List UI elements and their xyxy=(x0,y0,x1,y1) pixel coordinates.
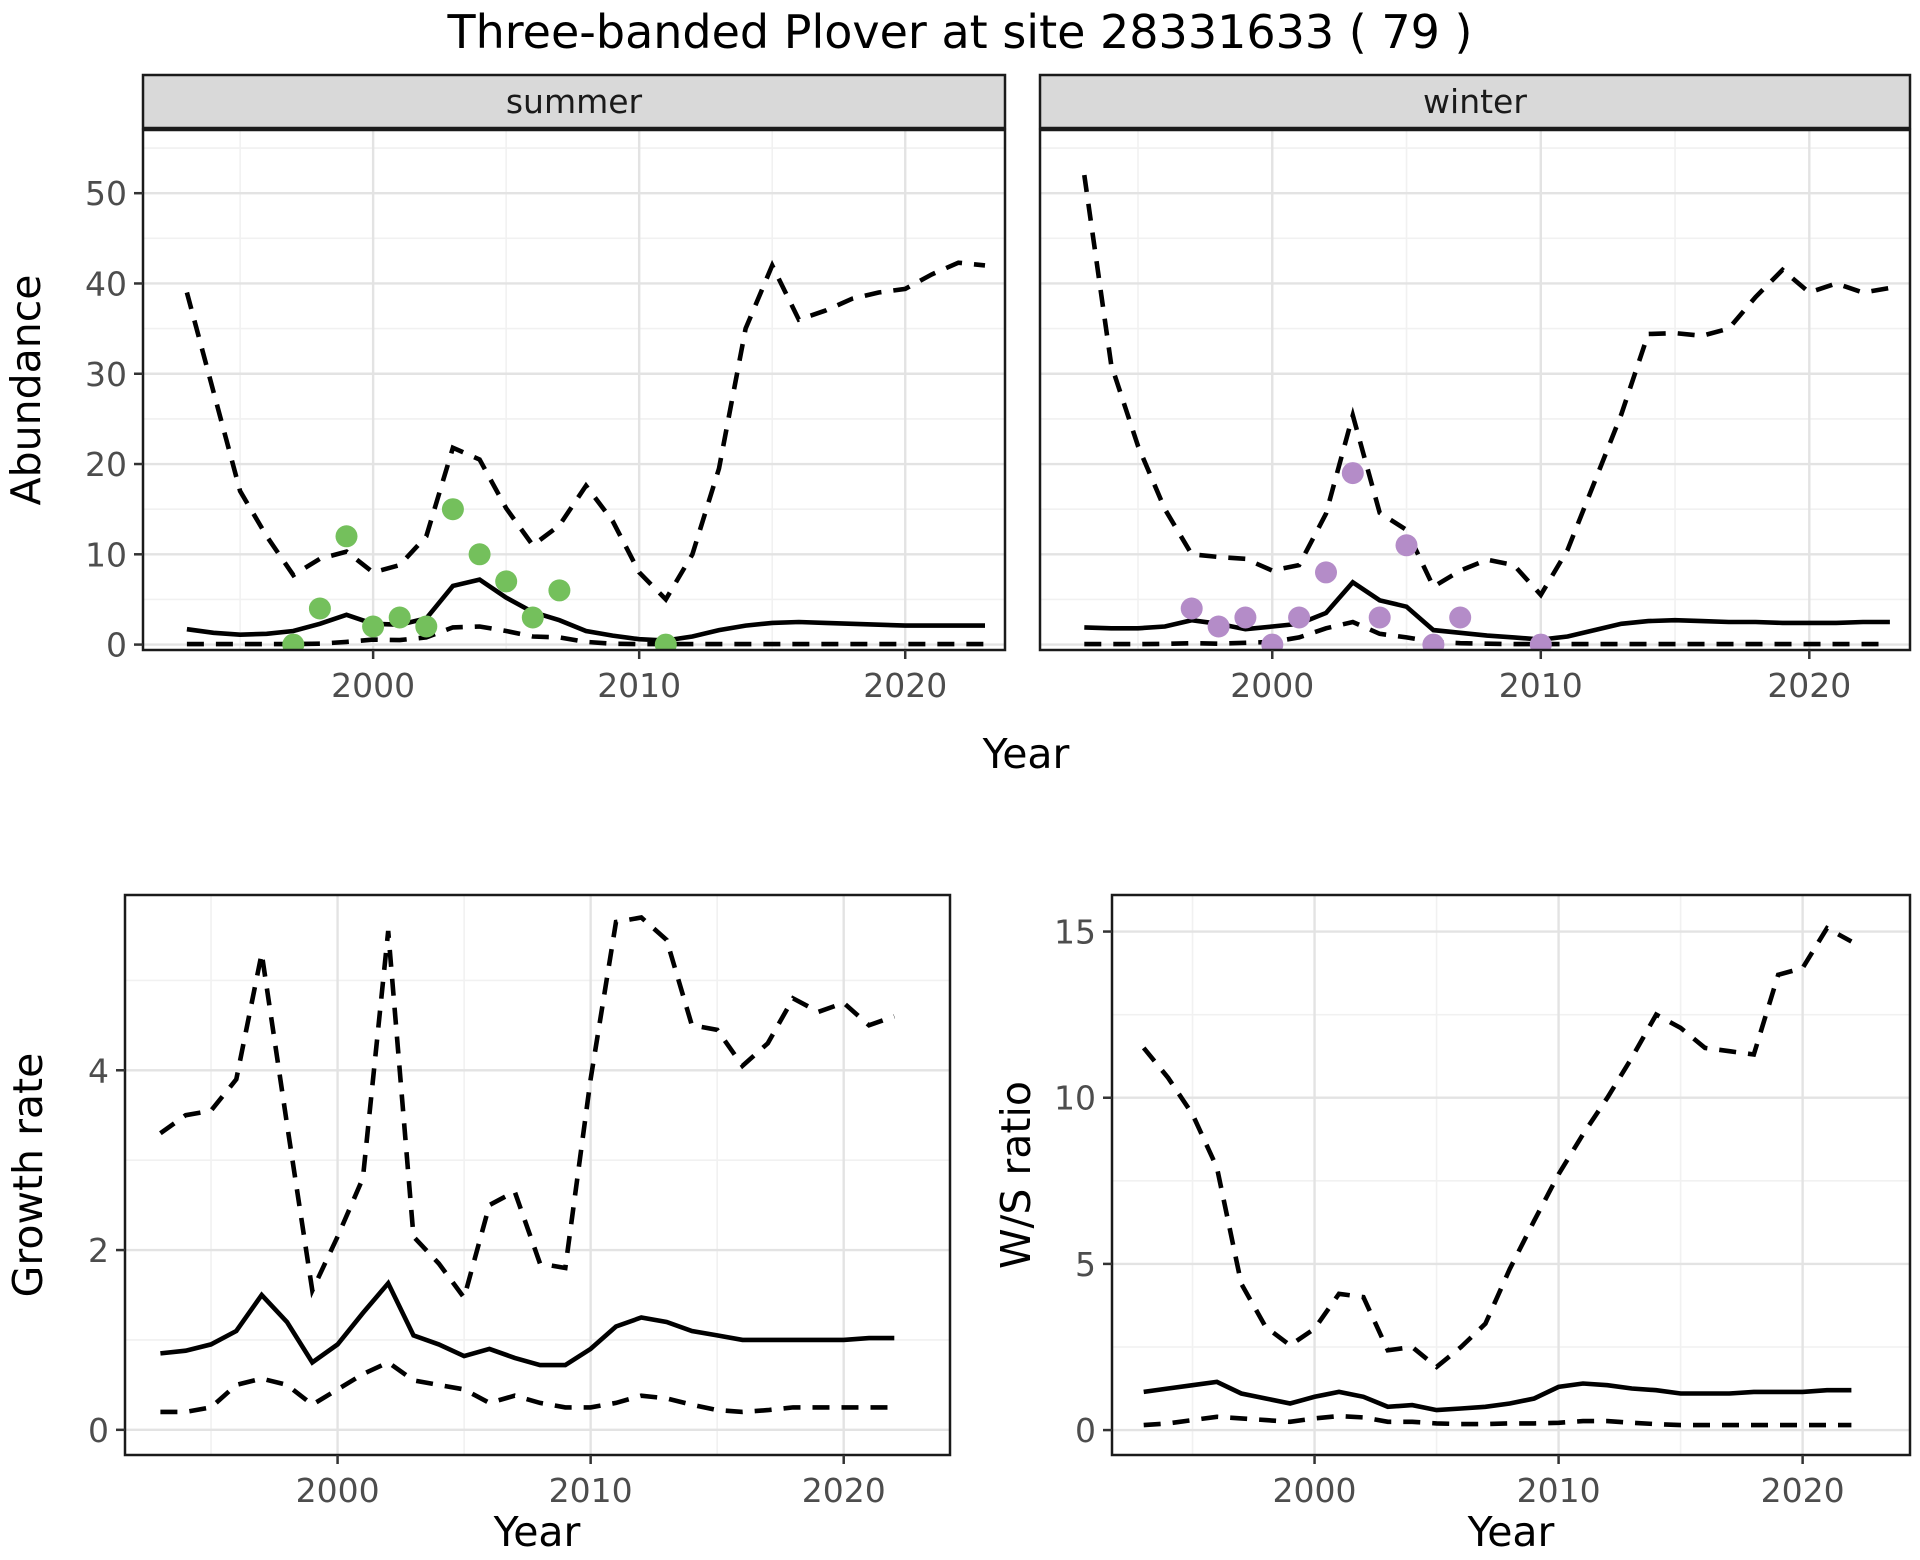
observed-counts-winter-point xyxy=(1341,462,1364,485)
abundance-summer-lower-ci-line xyxy=(186,624,985,647)
x-tick-label: 2020 xyxy=(802,1471,886,1510)
panel-growth-rate: 2000 2010 2020 0 2 4 xyxy=(88,893,952,1510)
abundance-summer-upper-ci-line xyxy=(184,259,986,604)
y-tick-label: 0 xyxy=(1075,1411,1096,1450)
observed-counts-summer-point xyxy=(362,615,385,638)
facet-strip-summer-label: summer xyxy=(506,82,643,121)
y-tick-label: 0 xyxy=(106,626,127,665)
observed-counts-winter-point xyxy=(1422,633,1445,650)
x-tick-label: 2020 xyxy=(863,666,947,705)
panel-abundance-summer: 2000 2010 2020 0 10 20 30 40 50 xyxy=(85,128,1007,705)
growth-rate-upper-ci-line xyxy=(159,915,896,1303)
facet-strip-summer xyxy=(141,73,1007,130)
abundance-winter-lower-ci-line xyxy=(1084,619,1890,647)
observed-counts-summer-point xyxy=(388,606,411,629)
panel-background xyxy=(1040,130,1910,650)
facet-strips: summer winter xyxy=(141,73,1912,132)
abundance-winter-upper-ci-line xyxy=(1082,174,1891,599)
y-tick-label: 50 xyxy=(85,174,127,213)
ws-ratio-upper-ci-line xyxy=(1141,925,1853,1370)
x-tick-label: 2020 xyxy=(1761,1471,1845,1510)
panel-ws-ratio: 2000 2010 2020 0 5 10 15 xyxy=(1054,893,1912,1510)
observed-counts-summer-point xyxy=(495,570,518,593)
observed-counts-winter-point xyxy=(1368,606,1391,629)
x-tick-label: 2000 xyxy=(1230,666,1314,705)
ws-ratio-lower-ci-line xyxy=(1143,1413,1852,1428)
observed-counts-summer-point xyxy=(521,606,544,629)
panel-background xyxy=(125,895,950,1455)
x-axis-title-ws-ratio: Year xyxy=(1467,1508,1555,1556)
panel-border xyxy=(1110,893,1912,1457)
growth-rate-median-line xyxy=(160,1279,895,1368)
observed-counts-summer-point xyxy=(468,543,491,566)
abundance-summer-median-line xyxy=(186,577,985,643)
panel-background xyxy=(1112,895,1910,1455)
facet-strip-winter-label: winter xyxy=(1423,82,1527,121)
x-axis-title-growth-rate: Year xyxy=(493,1508,581,1556)
x-axis-title-top: Year xyxy=(982,730,1070,778)
panel-background xyxy=(143,130,1005,650)
data-layer xyxy=(1141,925,1853,1428)
y-tick-label: 2 xyxy=(88,1231,109,1270)
observed-counts-winter-point xyxy=(1449,606,1472,629)
observed-counts-summer-point xyxy=(548,579,571,602)
observed-counts-winter-point xyxy=(1315,561,1337,584)
x-tick-label: 2010 xyxy=(1499,666,1583,705)
observed-counts-winter-point xyxy=(1180,597,1203,620)
observed-counts-winter-point xyxy=(1207,615,1230,638)
observed-counts-summer-point xyxy=(654,633,677,650)
y-tick-label: 20 xyxy=(85,445,127,484)
observed-counts-summer-point xyxy=(415,615,438,638)
observed-counts-winter-point xyxy=(1529,633,1552,650)
y-tick-label: 5 xyxy=(1075,1245,1096,1284)
plot-title: Three-banded Plover at site 28331633 ( 7… xyxy=(447,5,1473,59)
facet-strip-winter xyxy=(1038,73,1912,130)
growth-rate-lower-ci-line xyxy=(160,1359,895,1415)
panel-border xyxy=(1038,128,1912,652)
x-tick-label: 2010 xyxy=(1517,1471,1601,1510)
x-tick-label: 2000 xyxy=(1273,1471,1357,1510)
x-tick-label: 2020 xyxy=(1767,666,1851,705)
observed-counts-winter-point xyxy=(1395,534,1418,557)
observed-counts-summer-point xyxy=(282,633,305,650)
x-tick-label: 2000 xyxy=(331,666,415,705)
x-tick-label: 2000 xyxy=(296,1471,380,1510)
x-tick-label: 2010 xyxy=(549,1471,633,1510)
data-layer xyxy=(1082,174,1891,650)
y-axis-title-ws-ratio: W/S ratio xyxy=(992,1081,1040,1269)
ws-ratio-median-line xyxy=(1143,1379,1852,1413)
observed-counts-summer-point xyxy=(441,498,464,521)
data-layer xyxy=(159,915,896,1415)
observed-counts-summer-point xyxy=(335,525,358,548)
y-axis-title-abundance: Abundance xyxy=(2,275,50,506)
y-tick-label: 15 xyxy=(1054,913,1096,952)
panel-border xyxy=(123,893,952,1457)
observed-counts-winter-point xyxy=(1261,633,1284,650)
panel-border xyxy=(141,128,1007,652)
y-tick-label: 4 xyxy=(88,1051,109,1090)
observed-counts-winter-point xyxy=(1234,606,1257,629)
y-tick-label: 40 xyxy=(85,264,127,303)
panel-abundance-winter: 2000 2010 2020 xyxy=(1038,128,1912,705)
y-axis-title-growth-rate: Growth rate xyxy=(4,1053,52,1298)
y-tick-label: 0 xyxy=(88,1411,109,1450)
y-tick-label: 30 xyxy=(85,355,127,394)
x-tick-label: 2010 xyxy=(597,666,681,705)
y-tick-label: 10 xyxy=(1054,1079,1096,1118)
observed-counts-winter-point xyxy=(1288,606,1311,629)
observed-counts-summer-point xyxy=(308,597,331,620)
data-layer xyxy=(184,259,986,650)
y-tick-label: 10 xyxy=(85,535,127,574)
